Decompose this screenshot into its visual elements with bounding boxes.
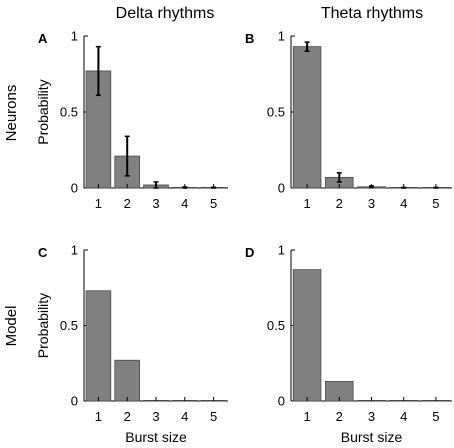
bar-c-1 xyxy=(85,290,112,402)
x-axis-label-d: Burst size xyxy=(341,429,403,445)
bar-d-1 xyxy=(292,269,322,402)
y-tick-label: 0 xyxy=(71,181,78,196)
y-tick-label: 0.5 xyxy=(267,105,285,120)
row-label-neurons: Neurons xyxy=(3,85,20,142)
y-tick-label: 1 xyxy=(278,29,285,44)
x-tick-label: 1 xyxy=(95,409,102,424)
x-tick-label: 3 xyxy=(368,196,375,211)
y-tick-label: 0 xyxy=(71,394,78,409)
x-tick-label: 5 xyxy=(432,196,439,211)
bar-b-1 xyxy=(292,46,322,189)
y-tick-label: 0 xyxy=(278,394,285,409)
x-tick-label: 1 xyxy=(303,196,310,211)
x-tick-label: 5 xyxy=(210,409,217,424)
x-tick-label: 2 xyxy=(336,196,343,211)
row-label-model: Model xyxy=(3,306,20,347)
panel-a: A 0 0.5 1 Probability 1 2 3 4 5 xyxy=(35,29,228,211)
y-tick-label: 0.5 xyxy=(60,105,78,120)
panel-letter-b: B xyxy=(245,31,254,46)
y-axis-label-a: Probability xyxy=(35,79,51,144)
bar-c-2 xyxy=(114,359,140,402)
panel-b: B 0 0.5 1 1 2 3 4 5 xyxy=(245,29,452,211)
x-tick-label: 3 xyxy=(152,409,159,424)
x-tick-label: 2 xyxy=(124,409,131,424)
panel-d: D 0 0.5 1 1 2 3 4 5 Burst size xyxy=(245,243,452,445)
panel-letter-a: A xyxy=(38,31,48,46)
y-tick-label: 1 xyxy=(71,29,78,44)
panel-letter-c: C xyxy=(38,245,48,260)
x-tick-label: 2 xyxy=(124,196,131,211)
x-tick-label: 1 xyxy=(95,196,102,211)
y-tick-label: 0 xyxy=(278,181,285,196)
x-tick-label: 4 xyxy=(181,196,188,211)
x-axis-label-c: Burst size xyxy=(125,429,187,445)
y-tick-label: 0.5 xyxy=(60,318,78,333)
panel-letter-d: D xyxy=(245,245,254,260)
column-title-delta: Delta rhythms xyxy=(116,5,215,22)
x-tick-label: 3 xyxy=(152,196,159,211)
x-tick-label: 4 xyxy=(400,196,407,211)
x-tick-label: 3 xyxy=(368,409,375,424)
x-tick-label: 5 xyxy=(210,196,217,211)
y-tick-label: 1 xyxy=(278,243,285,258)
x-tick-label: 4 xyxy=(181,409,188,424)
y-tick-label: 1 xyxy=(71,243,78,258)
x-tick-label: 1 xyxy=(303,409,310,424)
panel-c: C 0 0.5 1 Probability 1 2 3 4 5 Burst size xyxy=(35,243,228,445)
x-tick-label: 4 xyxy=(400,409,407,424)
y-axis-label-c: Probability xyxy=(35,293,51,358)
column-title-theta: Theta rhythms xyxy=(321,5,423,22)
x-tick-label: 5 xyxy=(432,409,439,424)
panels: A 0 0.5 1 Probability 1 2 3 4 5 B 0 0.5 1 1 2 3 4 5 C 0 0.5 1 P… xyxy=(35,29,452,445)
x-tick-label: 2 xyxy=(336,409,343,424)
y-tick-label: 0.5 xyxy=(267,318,285,333)
